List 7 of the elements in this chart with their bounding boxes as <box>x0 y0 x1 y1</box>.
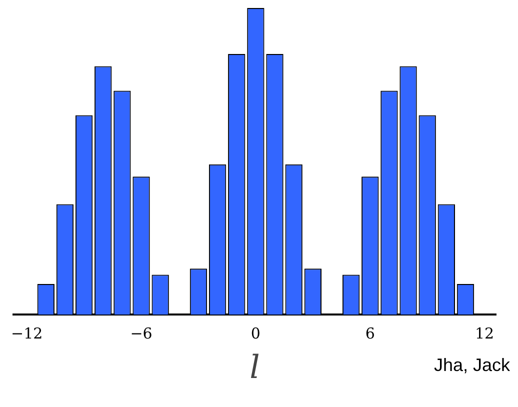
x-tick-label: −6 <box>130 324 152 342</box>
x-tick-label: 6 <box>365 324 375 342</box>
x-tick-label: −12 <box>11 324 43 342</box>
x-tick-label: 0 <box>250 324 260 342</box>
x-axis-title: l <box>250 348 260 386</box>
text: Jha, Jack <box>434 355 510 376</box>
x-tick-label: 12 <box>475 324 494 342</box>
